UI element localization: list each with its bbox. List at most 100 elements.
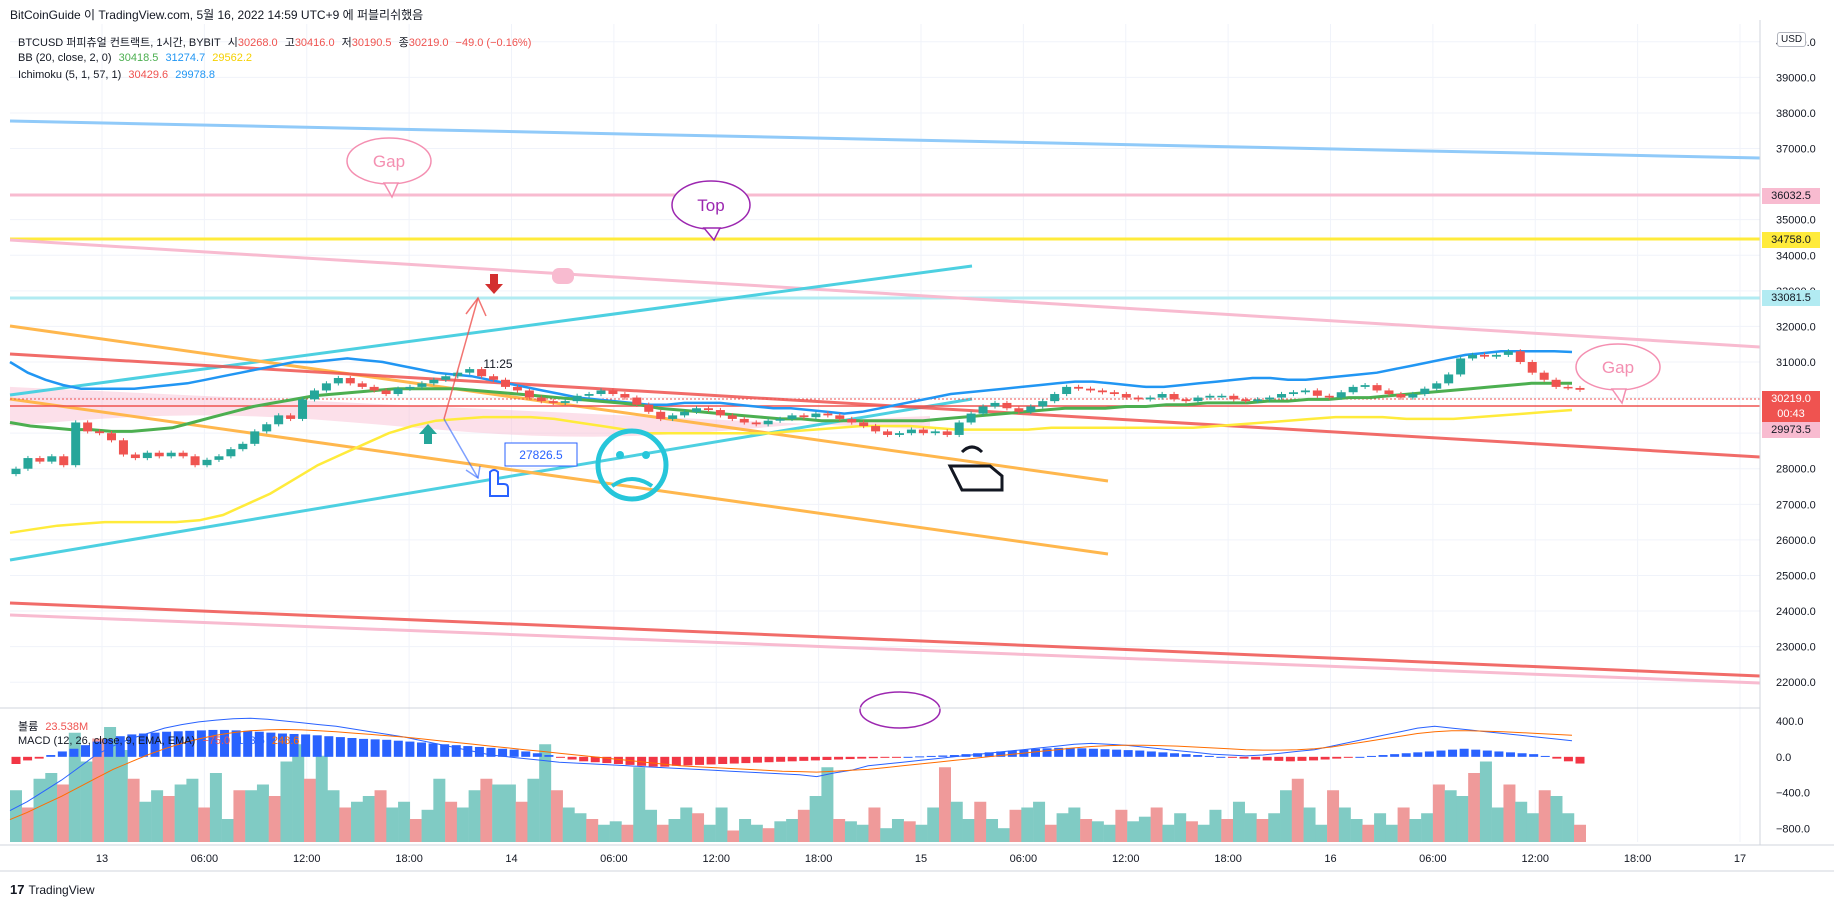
macd-hist-bar	[1436, 750, 1446, 757]
macd-hist-bar	[185, 730, 195, 757]
candle	[1097, 390, 1107, 393]
trendline-pink-lower[interactable]	[9, 613, 1761, 685]
candle	[417, 383, 427, 387]
macd-axis-label: −800.0	[1776, 824, 1810, 836]
arrow-up-marker	[424, 434, 432, 444]
volume-bar	[1456, 796, 1469, 842]
macd-hist-bar	[1204, 755, 1214, 757]
candle	[429, 379, 439, 384]
candle	[871, 426, 881, 432]
macd-hist-bar	[1529, 754, 1539, 757]
candle	[130, 454, 140, 459]
volume-bar	[209, 773, 222, 842]
footer-brand[interactable]: TradingView	[28, 882, 95, 897]
time-axis-label: 18:00	[805, 853, 833, 865]
macd-line	[9, 717, 1573, 812]
volume-bar	[1174, 813, 1187, 842]
volume-bar	[468, 790, 481, 842]
macd-hist-bar	[1355, 756, 1365, 758]
price-tag-2: 33081.5	[1762, 290, 1820, 306]
bb-name[interactable]: BB (20, close, 2, 0)	[18, 52, 112, 64]
volume-bar	[1538, 790, 1551, 842]
channel-orange-lower[interactable]	[9, 397, 1109, 556]
macd-name[interactable]: MACD (12, 26, close, 9, EMA, EMA)	[18, 735, 196, 747]
volume-name[interactable]: 볼륨	[18, 721, 39, 733]
macd-axis-label: 400.0	[1776, 716, 1804, 728]
candle	[71, 422, 81, 466]
macd-hist-bar	[1309, 756, 1319, 761]
macd-hist-bar	[868, 756, 878, 759]
candle	[333, 378, 343, 384]
macd-hist-bar	[393, 740, 403, 757]
price-axis-label: 22000.0	[1776, 677, 1816, 689]
bb-value-2: 31274.7	[165, 52, 206, 64]
channel-orange-upper[interactable]	[9, 324, 1109, 483]
candle	[489, 376, 499, 380]
volume-bar	[703, 824, 716, 842]
candle	[1253, 399, 1263, 402]
volume-bar	[339, 807, 352, 842]
time-axis-label: 15	[915, 853, 927, 865]
candle	[1360, 385, 1370, 387]
channel-cyan-upper[interactable]	[9, 264, 973, 397]
volume-bar	[1280, 790, 1293, 842]
candle	[1348, 386, 1358, 393]
volume-bar	[1256, 819, 1269, 842]
volume-bar	[562, 807, 575, 842]
macd-hist-bar	[1112, 749, 1122, 757]
ichimoku-name[interactable]: Ichimoku (5, 1, 57, 1)	[18, 69, 122, 81]
price-axis-label: 27000.0	[1776, 499, 1816, 511]
candle	[441, 376, 451, 380]
trendline-red-lower[interactable]	[9, 601, 1761, 678]
symbol-name[interactable]: BTCUSD 퍼피츄얼 컨트랙트, 1시간, BYBIT	[18, 37, 221, 49]
macd-hist-bar	[1193, 755, 1203, 757]
macd-hist-bar	[660, 756, 670, 767]
macd-hist-bar	[34, 756, 44, 759]
price-axis-label: 25000.0	[1776, 570, 1816, 582]
volume-bar	[1209, 809, 1222, 842]
volume-bar	[245, 790, 258, 842]
candle	[847, 418, 857, 423]
trendline-blue-top[interactable]	[9, 119, 1761, 160]
volume-bar	[1550, 796, 1563, 842]
candles	[11, 349, 1585, 477]
volume-bar	[750, 824, 763, 842]
time-axis-label: 06:00	[1010, 853, 1038, 865]
candle	[1050, 394, 1060, 402]
currency-button[interactable]: USD	[1777, 32, 1807, 47]
volume-bar	[374, 790, 387, 842]
macd-axis[interactable]: 400.0 0.0 −400.0 −800.0	[1776, 716, 1810, 836]
candle	[286, 415, 296, 419]
volume-bar	[1138, 816, 1151, 842]
volume-bar	[515, 801, 528, 842]
macd-hist-bar	[671, 756, 681, 766]
pointing-hand-icon	[947, 445, 1004, 492]
macd-hist-bar	[810, 756, 820, 761]
macd-hist-bar	[23, 756, 33, 761]
volume-bar	[762, 828, 775, 842]
candle	[799, 415, 809, 418]
trendline-pink[interactable]	[9, 238, 1761, 349]
volume-bar	[315, 755, 328, 842]
arrow-price-box	[504, 442, 578, 467]
candle	[166, 452, 176, 457]
candle	[1038, 401, 1048, 407]
macd-hist-bar	[1343, 756, 1353, 758]
candle	[1074, 386, 1084, 389]
candle	[536, 397, 546, 402]
macd-hist-bar	[1007, 750, 1017, 757]
volume-bar	[574, 813, 587, 842]
volume-bar	[786, 819, 799, 842]
drawing-lines	[9, 119, 1761, 685]
volume-bar	[1503, 784, 1516, 842]
time-axis[interactable]: 13 06:00 12:00 18:00 14 06:00 12:00 18:00 15 06:0…	[96, 853, 1746, 865]
macd-hist-bar	[1459, 748, 1469, 757]
time-axis-label: 06:00	[1419, 853, 1447, 865]
price-axis[interactable]: 40000.039000.038000.037000.035000.034000…	[1776, 37, 1816, 689]
macd-hist-bar	[324, 736, 334, 757]
candle	[1503, 351, 1513, 355]
candle	[381, 390, 391, 395]
price-axis-label: 31000.0	[1776, 357, 1816, 369]
volume-bar	[1091, 821, 1104, 842]
